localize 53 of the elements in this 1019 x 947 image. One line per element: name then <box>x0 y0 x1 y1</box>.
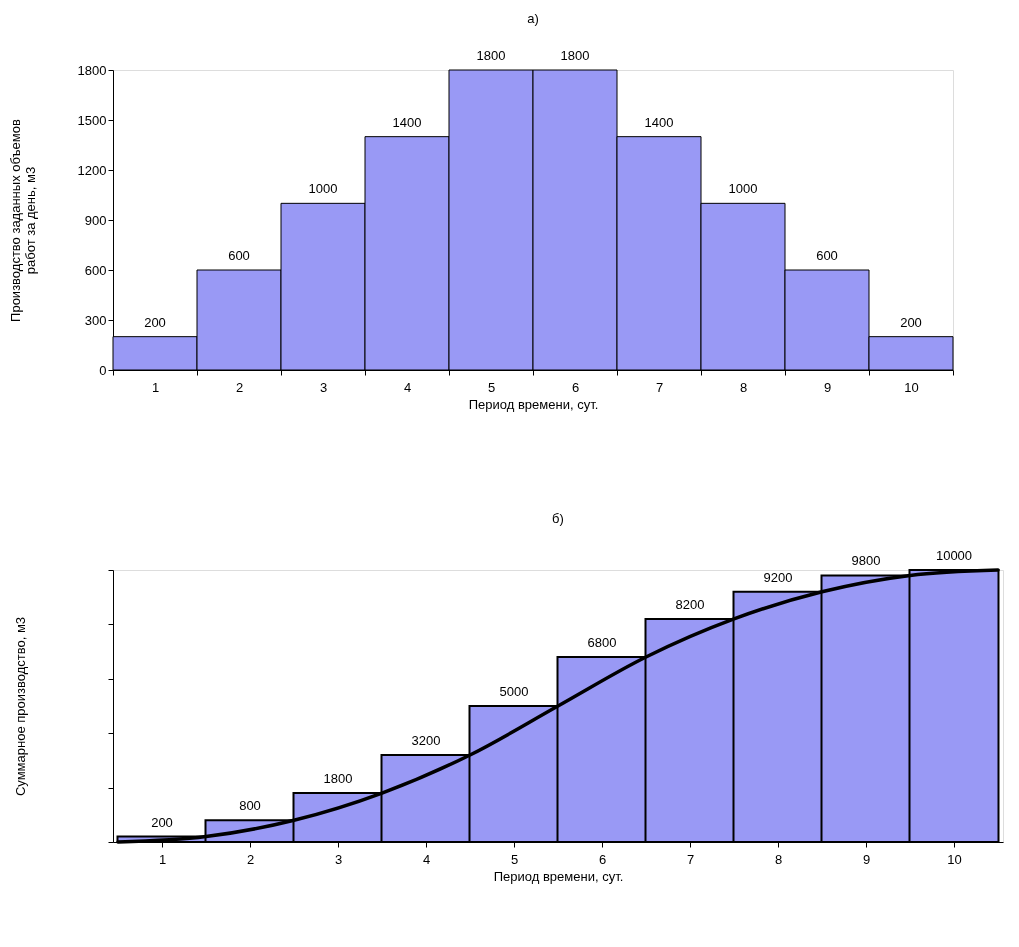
data-label: 9800 <box>851 553 881 569</box>
x-tick-label: 1 <box>158 851 167 867</box>
x-tick-label: 9 <box>862 851 871 867</box>
data-label: 1800 <box>323 771 353 787</box>
x-tick-label: 6 <box>571 379 580 395</box>
x-tick-label: 7 <box>686 851 695 867</box>
x-tick-label: 6 <box>598 851 607 867</box>
data-label: 10000 <box>935 548 973 563</box>
y-axis-title: Суммарное производство, м3 <box>13 616 28 797</box>
data-label: 1800 <box>560 48 590 63</box>
data-label: 600 <box>228 248 250 263</box>
x-tick-label: 5 <box>487 379 496 395</box>
x-tick-label: 3 <box>319 379 328 395</box>
data-label: 1400 <box>392 114 422 130</box>
x-tick-label: 8 <box>774 851 783 867</box>
data-label: 200 <box>151 814 173 830</box>
y-tick-label: 300 <box>84 312 107 328</box>
chart-title: а) <box>527 11 539 26</box>
y-tick-label: 1200 <box>77 162 107 178</box>
data-label: 1000 <box>308 181 338 197</box>
y-tick-label: 600 <box>84 262 107 278</box>
x-axis-title: Период времени, сут. <box>468 396 599 412</box>
data-label: 5000 <box>499 684 529 699</box>
x-axis-title: Период времени, сут. <box>493 868 624 884</box>
x-tick-label: 10 <box>947 851 962 867</box>
y-axis-title: Производство заданных объемов работ за день, м3 <box>7 118 38 322</box>
data-label: 6800 <box>587 635 617 651</box>
x-tick-label: 3 <box>334 851 343 867</box>
x-tick-label: 1 <box>151 379 160 395</box>
data-label: 200 <box>900 314 922 330</box>
data-label: 3200 <box>411 732 441 748</box>
data-label: 1000 <box>728 181 758 197</box>
x-tick-label: 7 <box>655 379 664 395</box>
x-tick-label: 10 <box>904 379 919 395</box>
data-label: 800 <box>239 798 261 814</box>
data-label: 200 <box>144 314 166 330</box>
chart-title: б) <box>552 511 564 526</box>
x-tick-label: 8 <box>739 379 748 395</box>
x-tick-label: 5 <box>510 851 519 867</box>
y-tick-label: 900 <box>84 212 107 228</box>
y-tick-label: 1500 <box>77 112 107 128</box>
x-tick-label: 4 <box>403 379 412 395</box>
y-tick-label: 0 <box>99 362 107 378</box>
x-tick-label: 4 <box>422 851 431 867</box>
data-label: 1800 <box>476 48 506 63</box>
x-tick-label: 2 <box>235 379 244 395</box>
data-label: 8200 <box>675 596 705 612</box>
y-tick-label: 1800 <box>77 62 107 78</box>
x-tick-label: 2 <box>246 851 255 867</box>
data-label: 600 <box>816 248 838 263</box>
data-label: 9200 <box>763 569 793 585</box>
x-tick-label: 9 <box>823 379 832 395</box>
data-label: 1400 <box>644 114 674 130</box>
